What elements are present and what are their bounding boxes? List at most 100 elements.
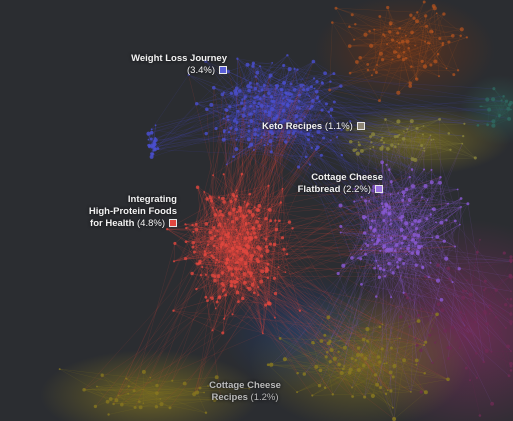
graph-node[interactable] bbox=[459, 197, 463, 200]
graph-node[interactable] bbox=[268, 139, 273, 144]
graph-node[interactable] bbox=[241, 113, 246, 118]
graph-node[interactable] bbox=[387, 249, 391, 253]
graph-node[interactable] bbox=[379, 249, 382, 253]
graph-node[interactable] bbox=[281, 187, 284, 190]
graph-node[interactable] bbox=[479, 105, 482, 108]
graph-node[interactable] bbox=[339, 84, 343, 88]
graph-node[interactable] bbox=[375, 382, 380, 387]
graph-node[interactable] bbox=[212, 244, 216, 248]
graph-node[interactable] bbox=[258, 228, 261, 231]
graph-node[interactable] bbox=[420, 59, 424, 64]
graph-node[interactable] bbox=[248, 209, 253, 214]
graph-node[interactable] bbox=[191, 223, 194, 227]
graph-node[interactable] bbox=[235, 194, 238, 198]
graph-node[interactable] bbox=[506, 344, 510, 349]
graph-node[interactable] bbox=[195, 262, 198, 265]
graph-node[interactable] bbox=[336, 271, 340, 276]
graph-node[interactable] bbox=[221, 137, 226, 142]
graph-node[interactable] bbox=[313, 342, 315, 345]
graph-node[interactable] bbox=[278, 336, 282, 340]
graph-node[interactable] bbox=[479, 238, 481, 241]
graph-node[interactable] bbox=[306, 138, 311, 142]
graph-node[interactable] bbox=[436, 263, 440, 267]
graph-node[interactable] bbox=[371, 132, 376, 137]
graph-node[interactable] bbox=[448, 277, 451, 281]
graph-node[interactable] bbox=[294, 135, 297, 138]
graph-node[interactable] bbox=[396, 119, 401, 124]
graph-node[interactable] bbox=[245, 251, 249, 256]
graph-node[interactable] bbox=[388, 30, 392, 34]
graph-node[interactable] bbox=[461, 318, 465, 322]
graph-node[interactable] bbox=[360, 283, 363, 286]
graph-node[interactable] bbox=[383, 362, 386, 365]
graph-node[interactable] bbox=[404, 187, 409, 192]
graph-node[interactable] bbox=[435, 12, 438, 15]
graph-node[interactable] bbox=[498, 115, 501, 118]
graph-node[interactable] bbox=[285, 95, 288, 98]
graph-node[interactable] bbox=[305, 127, 309, 131]
graph-node[interactable] bbox=[401, 136, 406, 141]
graph-node[interactable] bbox=[504, 303, 508, 307]
graph-node[interactable] bbox=[219, 397, 223, 401]
graph-node[interactable] bbox=[245, 203, 249, 207]
graph-node[interactable] bbox=[195, 185, 200, 189]
graph-node[interactable] bbox=[224, 244, 227, 247]
graph-node[interactable] bbox=[215, 246, 218, 249]
graph-node[interactable] bbox=[171, 379, 174, 382]
graph-node[interactable] bbox=[246, 84, 251, 89]
graph-node[interactable] bbox=[259, 279, 264, 284]
graph-node[interactable] bbox=[366, 339, 370, 343]
graph-node[interactable] bbox=[389, 346, 393, 350]
graph-node[interactable] bbox=[253, 87, 258, 91]
graph-node[interactable] bbox=[260, 88, 264, 92]
cluster-label-weight-loss-journey[interactable]: Weight Loss Journey (3.4%) bbox=[131, 53, 227, 77]
graph-node[interactable] bbox=[286, 54, 289, 57]
graph-node[interactable] bbox=[436, 302, 441, 307]
graph-node[interactable] bbox=[267, 301, 272, 306]
graph-node[interactable] bbox=[402, 358, 407, 363]
graph-node[interactable] bbox=[114, 398, 119, 403]
graph-node[interactable] bbox=[387, 211, 392, 216]
graph-node[interactable] bbox=[222, 130, 226, 134]
graph-node[interactable] bbox=[222, 200, 226, 204]
graph-node[interactable] bbox=[225, 108, 229, 112]
graph-node[interactable] bbox=[226, 235, 230, 239]
graph-node[interactable] bbox=[152, 144, 156, 148]
graph-node[interactable] bbox=[377, 264, 380, 268]
graph-node[interactable] bbox=[274, 227, 279, 232]
graph-node[interactable] bbox=[419, 390, 423, 394]
graph-node[interactable] bbox=[473, 156, 477, 160]
graph-node[interactable] bbox=[211, 206, 214, 209]
graph-node[interactable] bbox=[235, 290, 240, 295]
graph-node[interactable] bbox=[438, 117, 442, 121]
graph-node[interactable] bbox=[286, 130, 291, 135]
graph-node[interactable] bbox=[303, 123, 307, 127]
graph-node[interactable] bbox=[257, 294, 260, 296]
graph-node[interactable] bbox=[207, 384, 210, 388]
graph-node[interactable] bbox=[331, 393, 335, 396]
graph-node[interactable] bbox=[410, 222, 414, 226]
graph-node[interactable] bbox=[285, 125, 288, 128]
graph-node[interactable] bbox=[272, 276, 277, 280]
graph-node[interactable] bbox=[284, 140, 288, 144]
graph-node[interactable] bbox=[441, 43, 444, 47]
graph-node[interactable] bbox=[373, 28, 376, 31]
graph-node[interactable] bbox=[373, 219, 376, 222]
graph-node[interactable] bbox=[459, 310, 463, 314]
graph-node[interactable] bbox=[466, 202, 470, 206]
graph-node[interactable] bbox=[323, 333, 327, 337]
graph-node[interactable] bbox=[398, 46, 401, 49]
graph-node[interactable] bbox=[237, 300, 240, 304]
graph-node[interactable] bbox=[456, 69, 460, 72]
graph-node[interactable] bbox=[250, 233, 252, 236]
graph-node[interactable] bbox=[311, 135, 314, 138]
graph-node[interactable] bbox=[387, 261, 391, 266]
graph-node[interactable] bbox=[400, 219, 403, 222]
graph-node[interactable] bbox=[401, 57, 406, 62]
graph-node[interactable] bbox=[509, 322, 513, 326]
graph-node[interactable] bbox=[235, 189, 238, 192]
graph-node[interactable] bbox=[191, 245, 195, 249]
graph-node[interactable] bbox=[235, 236, 239, 240]
graph-node[interactable] bbox=[324, 102, 329, 106]
